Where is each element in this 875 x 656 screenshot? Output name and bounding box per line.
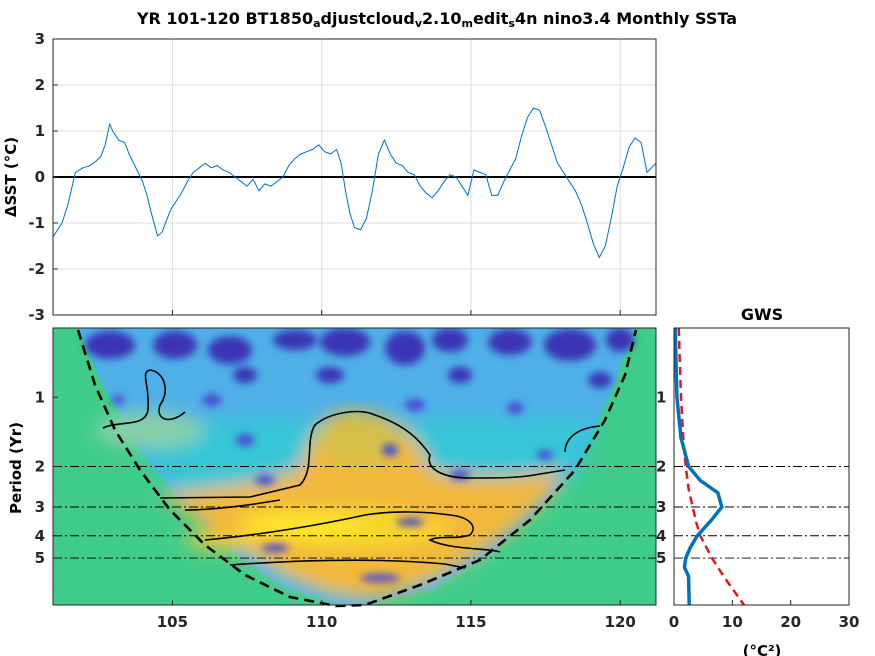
- title-text: edit: [473, 9, 509, 28]
- y-tick-label: -2: [28, 260, 45, 278]
- y-tick-label: 2: [35, 76, 45, 94]
- x-tick-label: 115: [455, 613, 486, 631]
- title-text: YR 101-120 BT1850: [136, 9, 313, 28]
- y-tick-label: 3: [35, 498, 45, 516]
- timeseries-y-label: ΔSST (°C): [2, 137, 20, 217]
- x-tick-label: 110: [306, 613, 337, 631]
- timeseries-panel: -3 -2 -1 0 1 2 3 ΔSST (°C): [2, 30, 657, 324]
- cone-of-influence: [76, 329, 638, 608]
- gws-y-tick-label: 3: [656, 498, 666, 516]
- y-tick-label: -3: [28, 306, 45, 324]
- x-tick-label: 0: [669, 613, 679, 631]
- gws-y-tick-label: 5: [656, 549, 666, 567]
- y-tick-label: 5: [35, 549, 45, 567]
- y-tick-label: 2: [35, 458, 45, 476]
- gws-power-curve: [674, 328, 724, 605]
- gws-panel: GWS 2 3 4 5 1 0 10 20 30 (°C²): [656, 305, 859, 656]
- y-tick-label: 3: [35, 30, 45, 48]
- gws-reference-lines: 2 3 4 5 1: [656, 388, 849, 567]
- wavelet-y-ticks: 1 2 3 4 5: [35, 388, 58, 567]
- title-subscript: v: [415, 17, 423, 30]
- gws-x-ticks: 0 10 20 30: [669, 600, 860, 631]
- title-subscript: m: [461, 17, 472, 30]
- y-tick-label: 4: [35, 527, 45, 545]
- title-subscript: a: [313, 17, 320, 30]
- significance-contours: [102, 369, 601, 569]
- gws-significance-curve: [677, 328, 746, 605]
- y-tick-label: 1: [35, 388, 45, 406]
- timeseries-y-ticks: -3 -2 -1 0 1 2 3: [28, 30, 621, 324]
- gws-y-tick-label: 2: [656, 458, 666, 476]
- x-tick-label: 105: [157, 613, 188, 631]
- x-tick-label: 10: [722, 613, 743, 631]
- gws-x-label: (°C²): [743, 642, 782, 656]
- y-tick-label: 0: [35, 168, 45, 186]
- chart-title: YR 101-120 BT1850adjustcloudv2.10medits4…: [136, 9, 737, 30]
- sst-anomaly-line: [53, 107, 656, 259]
- x-tick-label: 30: [839, 613, 860, 631]
- wavelet-x-ticks: 105 110 115 120: [157, 600, 636, 631]
- x-tick-label: 20: [780, 613, 801, 631]
- title-subscript: s: [508, 17, 515, 30]
- wavelet-y-label: Period (Yr): [7, 422, 25, 514]
- gws-title: GWS: [741, 305, 783, 324]
- title-text: 4n nino3.4 Monthly SSTa: [515, 9, 737, 28]
- y-tick-label: 1: [35, 122, 45, 140]
- wavelet-reference-lines: [53, 466, 656, 559]
- x-tick-label: 120: [605, 613, 636, 631]
- y-tick-label: -1: [28, 214, 45, 232]
- title-text: djustcloud: [321, 9, 415, 28]
- wavelet-panel: 105 110 115 120 1 2 3 4 5 Period (Yr): [7, 327, 657, 631]
- gws-y-tick-label: 1: [656, 388, 666, 406]
- title-text: 2.10: [422, 9, 461, 28]
- gws-y-tick-label: 4: [656, 527, 666, 545]
